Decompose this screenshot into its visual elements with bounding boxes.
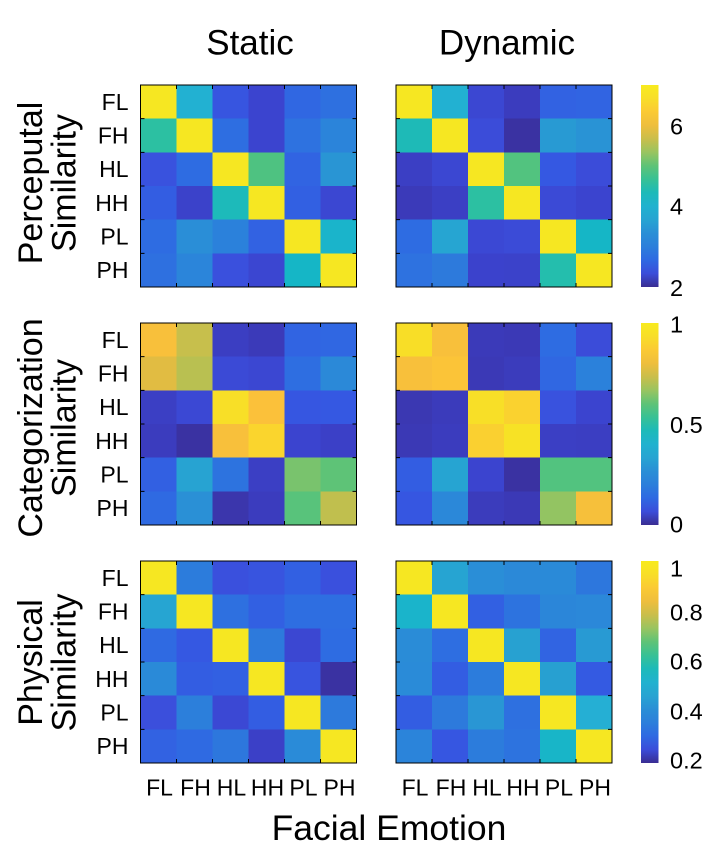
svg-text:FL: FL xyxy=(146,775,173,801)
svg-text:PL: PL xyxy=(100,224,128,250)
svg-text:HL: HL xyxy=(99,394,129,420)
svg-text:HL: HL xyxy=(99,632,129,658)
svg-text:0.4: 0.4 xyxy=(670,698,703,724)
svg-text:HL: HL xyxy=(472,775,502,801)
svg-text:0: 0 xyxy=(670,512,683,538)
svg-text:FH: FH xyxy=(180,775,211,801)
svg-text:PH: PH xyxy=(324,775,356,801)
svg-text:Physical: Physical xyxy=(12,599,50,726)
svg-text:FH: FH xyxy=(98,123,129,149)
svg-text:Categorization: Categorization xyxy=(12,318,50,537)
svg-text:4: 4 xyxy=(670,193,683,219)
svg-text:Static: Static xyxy=(206,24,294,63)
svg-text:PH: PH xyxy=(97,257,129,283)
svg-text:Dynamic: Dynamic xyxy=(439,24,575,63)
svg-text:PL: PL xyxy=(289,775,317,801)
svg-text:0.6: 0.6 xyxy=(670,649,703,675)
svg-text:FH: FH xyxy=(98,361,129,387)
svg-text:PL: PL xyxy=(545,775,573,801)
svg-text:HH: HH xyxy=(95,428,128,454)
svg-text:1: 1 xyxy=(670,555,683,581)
svg-text:PL: PL xyxy=(100,700,128,726)
svg-text:FH: FH xyxy=(98,599,129,625)
svg-text:Similarity: Similarity xyxy=(46,359,84,497)
svg-text:PL: PL xyxy=(100,462,128,488)
svg-text:HH: HH xyxy=(95,190,128,216)
svg-text:FL: FL xyxy=(402,775,429,801)
svg-text:FH: FH xyxy=(436,775,467,801)
svg-text:HL: HL xyxy=(99,156,129,182)
svg-text:HH: HH xyxy=(506,775,539,801)
svg-text:Facial Emotion: Facial Emotion xyxy=(272,808,507,848)
svg-text:Perceputal: Perceputal xyxy=(12,102,50,265)
svg-text:HH: HH xyxy=(95,666,128,692)
svg-text:6: 6 xyxy=(670,113,683,139)
svg-text:FL: FL xyxy=(102,89,129,115)
svg-text:HH: HH xyxy=(251,775,284,801)
svg-text:FL: FL xyxy=(102,327,129,353)
svg-text:0.2: 0.2 xyxy=(670,747,703,773)
svg-text:FL: FL xyxy=(102,565,129,591)
svg-text:PH: PH xyxy=(97,733,129,759)
svg-text:Similarity: Similarity xyxy=(46,594,84,732)
svg-text:2: 2 xyxy=(670,275,683,301)
svg-text:0.5: 0.5 xyxy=(670,412,703,438)
svg-text:Similarity: Similarity xyxy=(46,114,84,252)
svg-text:PH: PH xyxy=(579,775,611,801)
svg-text:HL: HL xyxy=(217,775,247,801)
svg-text:1: 1 xyxy=(670,312,683,338)
svg-text:PH: PH xyxy=(97,495,129,521)
svg-text:0.8: 0.8 xyxy=(670,599,703,625)
